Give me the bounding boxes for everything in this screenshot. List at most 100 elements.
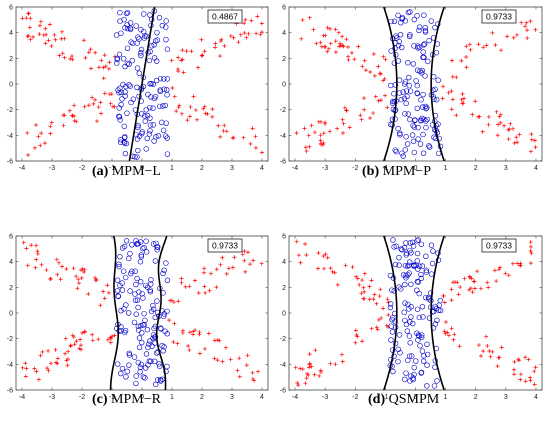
red-plus-point <box>171 300 176 305</box>
y-tick-label: -2 <box>7 336 13 343</box>
red-plus-point <box>112 104 117 109</box>
y-tick-label: 4 <box>9 259 13 266</box>
red-plus-point <box>525 36 530 41</box>
red-plus-point <box>323 252 328 257</box>
red-plus-point <box>357 282 362 287</box>
blue-circle-point <box>122 63 128 70</box>
blue-circle-point <box>405 301 411 308</box>
blue-circle-point <box>126 82 132 88</box>
red-plus-point <box>459 58 464 63</box>
blue-circle-point <box>426 37 432 44</box>
red-plus-point <box>78 347 83 352</box>
red-plus-point <box>108 101 113 106</box>
blue-circle-point <box>421 54 427 61</box>
red-plus-point <box>24 366 29 371</box>
blue-circle-point <box>130 96 137 102</box>
red-plus-point <box>360 278 365 283</box>
red-plus-point <box>202 284 207 289</box>
caption-text: MPM−L <box>111 164 161 179</box>
red-plus-point <box>441 84 446 89</box>
red-plus-point <box>450 74 455 79</box>
blue-circle-point <box>152 358 158 365</box>
blue-circle-point <box>425 58 431 65</box>
x-tick-label: -4 <box>19 165 25 172</box>
red-plus-point <box>214 267 219 272</box>
red-plus-point <box>242 249 247 254</box>
red-plus-point <box>28 37 33 42</box>
red-plus-point <box>217 54 222 59</box>
y-tick-label: 2 <box>282 285 286 292</box>
red-plus-point <box>89 66 94 71</box>
blue-circle-point <box>144 284 151 291</box>
red-plus-point <box>259 30 264 35</box>
blue-circle-point <box>146 358 153 364</box>
blue-circle-point <box>406 74 412 81</box>
blue-circle-point <box>411 364 417 371</box>
red-plus-point <box>323 120 328 125</box>
blue-circle-point <box>422 27 429 34</box>
blue-circle-point <box>116 113 122 120</box>
red-plus-point <box>53 37 58 42</box>
x-tick-label: 1 <box>170 165 174 172</box>
blue-circle-point <box>417 141 424 147</box>
blue-circle-point <box>395 358 401 365</box>
blue-circle-point <box>417 343 423 349</box>
red-plus-point <box>360 339 365 344</box>
red-plus-point <box>71 266 76 271</box>
red-plus-point <box>371 297 376 302</box>
blue-circle-point <box>121 243 128 250</box>
red-plus-point <box>341 121 346 126</box>
blue-circle-point <box>116 261 122 268</box>
red-plus-point <box>38 19 43 24</box>
red-plus-point <box>300 18 305 23</box>
red-plus-point <box>28 16 33 21</box>
blue-circle-point <box>435 121 441 127</box>
red-plus-point <box>218 262 223 267</box>
red-plus-point <box>36 377 41 382</box>
red-plus-point <box>330 269 335 274</box>
red-plus-point <box>31 35 36 40</box>
red-plus-point <box>372 292 377 297</box>
red-plus-point <box>105 283 110 288</box>
red-plus-point <box>62 36 67 41</box>
red-plus-point <box>46 38 51 43</box>
red-plus-point <box>450 58 455 63</box>
red-plus-point <box>202 104 207 109</box>
red-plus-point <box>244 35 249 40</box>
blue-circle-point <box>406 270 412 276</box>
red-plus-point <box>325 255 330 260</box>
blue-circle-point <box>407 378 413 384</box>
blue-circle-point <box>160 270 166 277</box>
blue-circle-point <box>424 351 431 358</box>
blue-circle-point <box>432 321 439 327</box>
blue-circle-point <box>117 139 124 145</box>
blue-circle-point <box>402 111 408 117</box>
red-plus-point <box>185 118 190 123</box>
blue-circle-point <box>138 52 144 59</box>
blue-circle-point <box>151 42 157 48</box>
blue-circle-point <box>424 341 430 347</box>
blue-circle-point <box>424 383 430 389</box>
blue-circle-point <box>129 242 135 248</box>
blue-circle-point <box>416 333 422 339</box>
red-plus-point <box>56 260 61 265</box>
red-plus-point <box>496 355 501 360</box>
red-plus-point <box>303 145 308 150</box>
blue-circle-point <box>387 304 394 311</box>
blue-circle-point <box>410 138 417 145</box>
blue-circle-point <box>148 277 154 283</box>
blue-circle-point <box>118 30 124 36</box>
red-plus-point <box>46 368 51 373</box>
red-plus-point <box>322 44 327 49</box>
red-plus-point <box>318 40 323 45</box>
red-plus-point <box>306 372 311 377</box>
blue-circle-point <box>414 287 420 293</box>
blue-circle-point <box>413 262 419 269</box>
blue-circle-point <box>411 149 418 156</box>
red-plus-point <box>368 116 373 121</box>
red-plus-point <box>497 114 502 119</box>
red-plus-point <box>197 351 202 356</box>
